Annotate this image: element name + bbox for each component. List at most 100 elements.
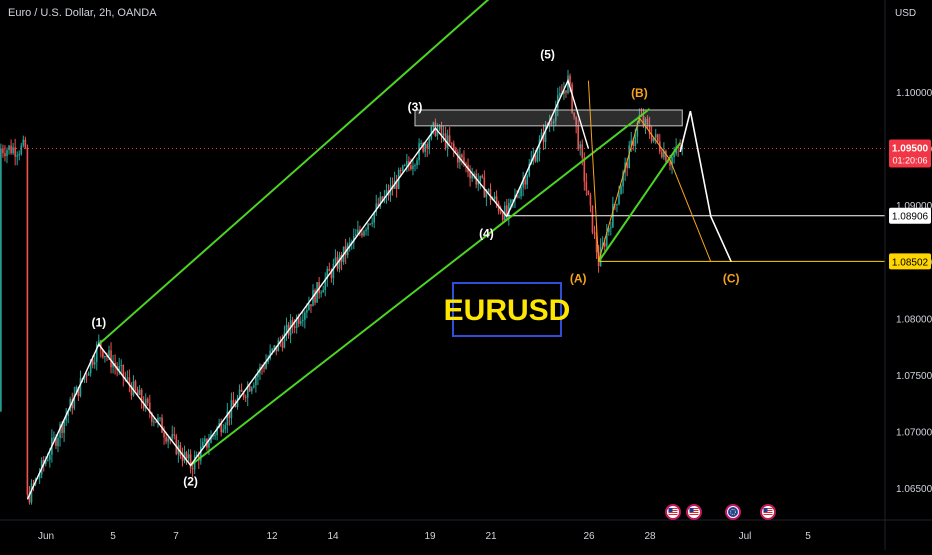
candle-body [536, 152, 539, 162]
price-tick-label: 1.09000 [896, 201, 932, 212]
candle-body [85, 375, 88, 377]
candle-body [552, 120, 555, 124]
economic-event-marker[interactable] [665, 504, 681, 520]
candle-body [593, 232, 596, 234]
candle-body [399, 169, 402, 171]
candle-body [510, 199, 512, 204]
candle-body [483, 177, 486, 198]
candle-body [285, 324, 288, 333]
resistance-zone-box[interactable] [414, 109, 683, 127]
candle-body [608, 228, 610, 233]
candle-body [422, 143, 424, 152]
flag-stripe [668, 512, 678, 513]
candle-body [120, 365, 123, 367]
candle-body [2, 148, 4, 154]
watermark-frame [452, 282, 562, 337]
candle-body [636, 122, 639, 137]
time-axis[interactable]: Jun 5 7 12 14 19 21 26 28 Jul 5 [38, 531, 811, 542]
candle-body [297, 317, 300, 324]
economic-events[interactable] [665, 504, 776, 520]
candle-body [669, 162, 671, 166]
impulse-wave-path[interactable] [26, 78, 590, 500]
channel-trendline[interactable] [98, 0, 538, 346]
price-axis[interactable]: 1.100001.095001.090001.085001.080001.075… [889, 88, 932, 495]
wave-label: (B) [631, 86, 648, 100]
flag-canton [763, 508, 768, 512]
candle-body [495, 196, 498, 203]
candle-body [244, 396, 247, 398]
candle-body [379, 196, 382, 207]
flag-stripe [689, 510, 699, 511]
candle-body [53, 437, 55, 439]
candle-body [373, 212, 375, 223]
candle-body [332, 263, 335, 279]
candle-body [450, 142, 453, 144]
candle-body [232, 400, 235, 406]
candle-body [524, 179, 526, 185]
eu-stars [730, 509, 736, 515]
candle-body [385, 190, 388, 196]
candle-body [457, 152, 459, 163]
candle-body [55, 437, 57, 446]
candle-body [361, 232, 363, 236]
candle-body [471, 175, 473, 179]
candle-body [214, 435, 216, 437]
flag-canton [689, 508, 694, 512]
candle-body [324, 278, 327, 291]
candle-body [363, 231, 365, 236]
candle-body [187, 454, 190, 459]
candle-body [61, 424, 63, 433]
candle-body [550, 122, 553, 124]
candle-body [348, 242, 351, 245]
candle-body [185, 452, 188, 459]
symbol-title[interactable]: Euro / U.S. Dollar, 2h, OANDA [8, 7, 157, 19]
forecast-path[interactable] [679, 110, 732, 263]
candle-body [149, 402, 151, 414]
abc-wave-path[interactable] [587, 80, 712, 262]
level-price-tag [889, 253, 931, 270]
candle-body [585, 181, 588, 191]
candle-body [20, 145, 23, 155]
candle-body [538, 139, 541, 153]
candle-body [142, 402, 145, 409]
candle-body [263, 367, 265, 369]
candle-body [506, 205, 508, 217]
candle-body [83, 375, 86, 380]
candle-body [222, 429, 225, 433]
flag-stripe [668, 508, 678, 509]
candle-body [371, 222, 373, 224]
candle-body [489, 189, 492, 201]
currency-label: USD [895, 8, 916, 19]
candle-body [220, 423, 222, 433]
candle-body [102, 349, 104, 358]
wave-label: (4) [479, 226, 494, 240]
candle-body [159, 417, 161, 419]
candle-body [661, 151, 663, 158]
candle-body [173, 434, 176, 436]
candle-body [334, 257, 337, 264]
candle-body [181, 455, 184, 461]
candle-body [128, 377, 131, 386]
candle-body [89, 359, 92, 374]
candle-body [542, 132, 545, 143]
candle-body [4, 153, 6, 157]
economic-event-marker[interactable] [686, 504, 702, 520]
channel-trendline[interactable] [189, 108, 651, 467]
candle-body [648, 124, 651, 135]
candle-body [438, 125, 441, 130]
candle-body [100, 340, 102, 350]
channel-trendline[interactable] [597, 142, 682, 263]
candle-body [656, 134, 659, 142]
candle-body [161, 417, 163, 433]
candle-body [487, 189, 490, 192]
flag-stripe [689, 512, 699, 513]
economic-event-marker[interactable] [760, 504, 776, 520]
economic-event-marker[interactable] [725, 504, 741, 520]
candle-body [77, 387, 80, 397]
time-tick-label: 7 [173, 531, 179, 542]
time-tick-label: Jun [38, 531, 54, 542]
candle-body [75, 387, 78, 395]
